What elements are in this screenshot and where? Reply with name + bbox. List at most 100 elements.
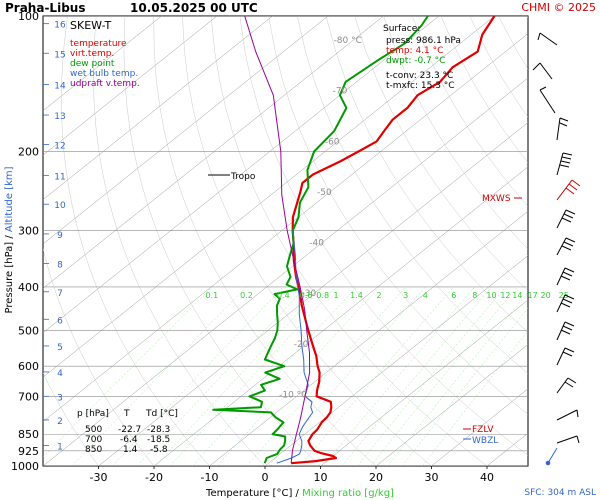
legend-item-dew-point: dew point bbox=[70, 59, 115, 69]
mixing-ratio-label: 0.4 bbox=[277, 291, 290, 300]
altitude-tick-label: 1 bbox=[57, 442, 63, 452]
temp-tick-label: 0 bbox=[262, 471, 269, 484]
temp-tick-label: 40 bbox=[480, 471, 494, 484]
legend-item-virt-temp: virt.temp. bbox=[70, 49, 114, 59]
mxws-label: MXWS bbox=[482, 194, 511, 204]
temp-tick-label: -10 bbox=[201, 471, 219, 484]
table-cell: 500 bbox=[85, 425, 102, 435]
table-cell: -6.4 bbox=[120, 435, 138, 445]
temp-tick-label: -20 bbox=[145, 471, 163, 484]
isotherm-label: -20 bbox=[294, 340, 309, 350]
table-header-td: Td [°C] bbox=[145, 409, 178, 419]
station-title: Praha-Libus bbox=[5, 1, 85, 15]
temp-tick-label: 20 bbox=[369, 471, 383, 484]
mixing-ratio-label: 0.8 bbox=[316, 291, 329, 300]
mixing-ratio-label: 17 bbox=[528, 291, 538, 300]
isotherm-line bbox=[43, 16, 495, 378]
altitude-tick-label: 7 bbox=[57, 289, 63, 299]
isotherm-line bbox=[43, 16, 273, 200]
legend-title: SKEW-T bbox=[70, 19, 112, 32]
altitude-tick-label: 12 bbox=[54, 142, 65, 152]
pressure-tick-label: 300 bbox=[18, 225, 39, 238]
wind-barb-icon bbox=[556, 377, 577, 394]
mixing-ratio-label: 1 bbox=[333, 291, 338, 300]
table-cell: 850 bbox=[85, 445, 102, 455]
series-dew-point bbox=[212, 16, 429, 464]
legend-item-wet-bulb: wet bulb temp. bbox=[70, 69, 138, 79]
pressure-tick-label: 600 bbox=[18, 360, 39, 373]
mixing-ratio-label: 12 bbox=[500, 291, 510, 300]
wind-barb-icon bbox=[556, 321, 575, 341]
wbzl-label: WBZL bbox=[472, 436, 498, 446]
wind-barb-icon bbox=[556, 267, 575, 286]
wind-barb-icon bbox=[556, 409, 579, 421]
table-cell: -18.5 bbox=[147, 435, 170, 445]
surface-title: Surface: bbox=[383, 24, 420, 34]
dry-adiabat-line bbox=[526, 16, 528, 18]
isotherm-line bbox=[43, 16, 440, 334]
series-wet-bulb-temp bbox=[276, 230, 314, 464]
wind-barb-icon bbox=[556, 179, 581, 201]
mixing-ratio-label: 2 bbox=[377, 291, 382, 300]
series-udpraft-v-temp bbox=[244, 16, 311, 464]
altitude-tick-label: 10 bbox=[54, 201, 66, 211]
isotherm-label: -70 bbox=[333, 87, 348, 97]
wind-barb-icon bbox=[556, 237, 576, 256]
pressure-tick-label: 1000 bbox=[11, 460, 39, 473]
surface-tmxfc: t-mxfc: 15.3 °C bbox=[386, 81, 455, 91]
wind-barb-icon bbox=[556, 347, 575, 366]
surface-press: press: 986.1 hPa bbox=[386, 36, 461, 46]
mixing-ratio-label: 20 bbox=[541, 291, 551, 300]
isotherm-label: -50 bbox=[317, 188, 332, 198]
surface-tconv: t-conv: 23.3 °C bbox=[386, 71, 453, 81]
altitude-tick-label: 16 bbox=[54, 21, 66, 31]
mixing-ratio-label: 3 bbox=[403, 291, 408, 300]
dry-adiabat-line bbox=[556, 16, 600, 466]
table-cell: 700 bbox=[85, 435, 102, 445]
altitude-tick-label: 6 bbox=[57, 316, 63, 326]
isotherm-label: -40 bbox=[309, 239, 324, 249]
plot-area bbox=[42, 15, 529, 467]
isotherm-label: -30 bbox=[301, 289, 316, 299]
surface-info: Surface: press: 986.1 hPa temp: 4.1 °C d… bbox=[383, 24, 461, 91]
table-cell: -22.7 bbox=[118, 425, 141, 435]
wind-barb-icon bbox=[532, 62, 553, 80]
mixing-ratio-label: 0.2 bbox=[240, 291, 253, 300]
pressure-tick-label: 400 bbox=[18, 281, 39, 294]
mixing-ratio-label: 0.6 bbox=[300, 291, 313, 300]
dry-adiabat-line bbox=[268, 16, 528, 415]
mixing-ratio-label: 0.1 bbox=[206, 291, 219, 300]
wind-barb-icon bbox=[556, 117, 569, 141]
altitude-tick-label: 3 bbox=[57, 393, 63, 403]
pressure-axis-title: Pressure [hPa] / Altitude [km] bbox=[4, 166, 15, 313]
legend: SKEW-T temperature virt.temp. dew point … bbox=[70, 19, 140, 89]
wind-barb-icon bbox=[556, 209, 576, 229]
temp-tick-label: -30 bbox=[90, 471, 108, 484]
altitude-tick-label: 13 bbox=[54, 112, 65, 122]
dry-adiabat-line bbox=[354, 16, 528, 292]
mixing-ratio-label: 1.4 bbox=[350, 291, 363, 300]
mixing-ratio-label: 4 bbox=[423, 291, 428, 300]
table-cell: 1.4 bbox=[123, 445, 138, 455]
table-cell: -28.3 bbox=[147, 425, 170, 435]
isotherm-label: -10 °C bbox=[279, 390, 307, 400]
copyright-label: CHMI © 2025 bbox=[521, 1, 596, 14]
temp-axis-title: Temperature [°C] / Mixing ratio [g/kg] bbox=[205, 488, 394, 499]
datetime-title: 10.05.2025 00 UTC bbox=[130, 1, 258, 15]
sfc-label: SFC: 304 m ASL bbox=[524, 488, 596, 498]
dry-adiabat-line bbox=[297, 16, 528, 374]
altitude-tick-label: 14 bbox=[54, 82, 66, 92]
isotherm-line bbox=[43, 33, 528, 422]
isotherm-line bbox=[543, 16, 600, 466]
fzlv-label: FZLV bbox=[472, 425, 494, 435]
dry-adiabat-line bbox=[383, 16, 528, 250]
mixing-ratio-label: 8 bbox=[472, 291, 477, 300]
altitude-tick-label: 5 bbox=[57, 343, 63, 353]
table-header-p: p [hPa] bbox=[77, 409, 109, 419]
altitude-tick-label: 15 bbox=[54, 50, 65, 60]
altitude-tick-label: 9 bbox=[57, 231, 63, 241]
pressure-tick-label: 925 bbox=[18, 445, 39, 458]
table-header-t: T bbox=[123, 409, 130, 419]
pressure-tick-label: 200 bbox=[18, 145, 39, 158]
